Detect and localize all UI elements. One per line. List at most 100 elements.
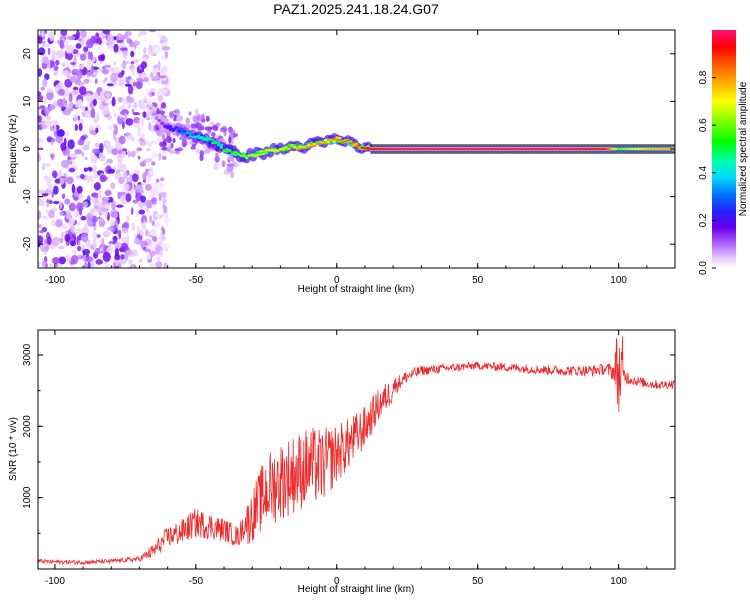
transition-blob bbox=[230, 171, 235, 179]
ridge-core bbox=[343, 140, 347, 143]
colorbar-tick-label: 0.8 bbox=[698, 70, 709, 84]
noise-blob bbox=[61, 70, 70, 76]
ridge-core bbox=[354, 144, 359, 147]
ridge-core bbox=[563, 148, 567, 150]
noise-blob bbox=[140, 215, 148, 224]
transition-blob bbox=[174, 108, 181, 117]
ridge-core bbox=[650, 148, 655, 150]
ridge-core bbox=[157, 119, 161, 122]
ridge-core bbox=[594, 148, 598, 150]
noise-blob bbox=[125, 214, 130, 223]
ridge-core bbox=[656, 148, 660, 150]
noise-blob bbox=[68, 93, 73, 103]
ridge-core bbox=[636, 148, 641, 150]
noise-blob bbox=[120, 254, 125, 261]
noise-blob bbox=[60, 142, 67, 151]
ridge-core bbox=[383, 148, 387, 150]
ridge-core bbox=[205, 138, 209, 141]
noise-blob bbox=[111, 96, 116, 107]
transition-blob bbox=[212, 125, 217, 129]
transition-blob bbox=[165, 135, 172, 143]
ridge-core bbox=[264, 151, 269, 154]
noise-blob bbox=[161, 55, 166, 60]
noise-blob bbox=[38, 189, 46, 195]
noise-blob bbox=[158, 152, 162, 161]
ridge-core bbox=[642, 148, 646, 150]
noise-blob bbox=[76, 254, 83, 260]
noise-blob bbox=[115, 259, 119, 267]
noise-blob bbox=[41, 215, 48, 220]
ridge-core bbox=[538, 148, 542, 150]
noise-blob bbox=[38, 235, 44, 244]
noise-blob bbox=[98, 66, 102, 72]
noise-blob bbox=[58, 237, 64, 243]
ridge-core bbox=[577, 148, 581, 150]
noise-blob bbox=[68, 153, 78, 158]
noise-blob bbox=[77, 245, 82, 252]
noise-blob bbox=[148, 121, 152, 130]
noise-blob bbox=[137, 33, 142, 38]
noise-blob bbox=[91, 208, 97, 213]
ridge-core bbox=[549, 148, 553, 150]
noise-blob bbox=[150, 243, 153, 252]
noise-blob bbox=[86, 39, 94, 49]
noise-blob bbox=[125, 118, 134, 126]
noise-blob bbox=[75, 43, 82, 49]
noise-blob bbox=[122, 121, 125, 130]
ridge-core bbox=[292, 147, 297, 149]
noise-blob bbox=[102, 79, 106, 84]
noise-blob bbox=[130, 150, 136, 158]
transition-blob bbox=[185, 117, 190, 124]
noise-blob bbox=[118, 135, 126, 145]
ridge-core bbox=[507, 148, 511, 150]
noise-blob bbox=[65, 75, 71, 78]
ridge-core bbox=[245, 154, 249, 157]
ridge-core bbox=[315, 143, 319, 146]
noise-blob bbox=[62, 97, 67, 108]
noise-blob bbox=[140, 117, 145, 127]
ridge-core bbox=[160, 123, 164, 125]
noise-blob bbox=[95, 259, 103, 265]
x-tick-label: -100 bbox=[45, 576, 65, 587]
noise-blob bbox=[96, 234, 101, 238]
ridge-core bbox=[490, 148, 494, 150]
ridge-core bbox=[419, 148, 424, 150]
noise-blob bbox=[64, 198, 71, 205]
ridge-core bbox=[411, 148, 415, 150]
ridge-core bbox=[312, 142, 316, 146]
noise-blob bbox=[113, 61, 116, 66]
ridge-core bbox=[614, 148, 618, 150]
transition-blob bbox=[192, 115, 196, 122]
ridge-core bbox=[377, 148, 381, 150]
ridge-core bbox=[312, 145, 316, 147]
noise-blob bbox=[125, 232, 130, 241]
ridge-core bbox=[205, 136, 209, 139]
noise-blob bbox=[65, 176, 74, 185]
ridge-core bbox=[346, 141, 350, 146]
ridge-core bbox=[402, 148, 407, 150]
transition-blob bbox=[158, 110, 166, 115]
transition-blob bbox=[190, 146, 197, 150]
ridge-core bbox=[588, 148, 593, 150]
noise-blob bbox=[42, 56, 49, 64]
x-tick-label: -100 bbox=[45, 275, 65, 286]
noise-blob bbox=[66, 147, 70, 158]
ridge-core bbox=[543, 148, 548, 150]
noise-blob bbox=[102, 252, 111, 262]
noise-blob bbox=[61, 193, 66, 199]
noise-blob bbox=[135, 211, 139, 217]
ridge-core bbox=[197, 134, 201, 138]
noise-blob bbox=[159, 191, 168, 198]
noise-blob bbox=[90, 197, 98, 202]
noise-blob bbox=[130, 61, 135, 65]
ridge-core bbox=[290, 145, 294, 148]
noise-blob bbox=[61, 223, 67, 230]
noise-blob bbox=[73, 113, 78, 122]
transition-blob bbox=[200, 118, 206, 123]
noise-blob bbox=[57, 82, 62, 90]
noise-blob bbox=[92, 148, 100, 154]
ridge-core bbox=[261, 153, 266, 155]
noise-blob bbox=[121, 151, 127, 159]
transition-blob bbox=[169, 150, 177, 154]
noise-blob bbox=[121, 61, 127, 69]
